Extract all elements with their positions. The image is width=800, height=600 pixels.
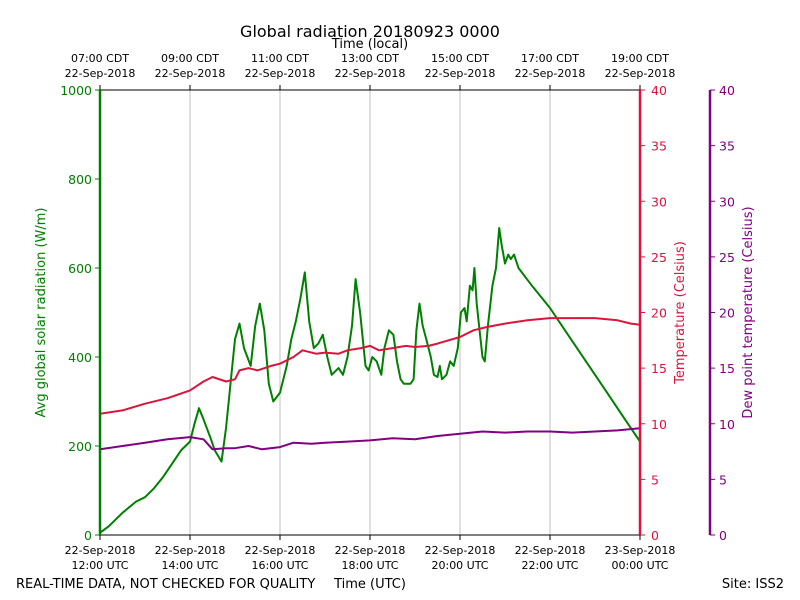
bottom-axis-label: Time (UTC) bbox=[333, 577, 406, 592]
temperature-tick-label: 20 bbox=[651, 306, 667, 321]
temperature-series-line bbox=[100, 317, 640, 415]
dewpoint-tick-label: 30 bbox=[719, 194, 735, 209]
bottom-tick-label: 23-Sep-2018 bbox=[605, 544, 676, 557]
top-tick-label: 22-Sep-2018 bbox=[605, 67, 676, 80]
bottom-tick-label: 16:00 UTC bbox=[251, 559, 308, 572]
footer-left: REAL-TIME DATA, NOT CHECKED FOR QUALITY bbox=[16, 577, 315, 592]
bottom-tick-label: 12:00 UTC bbox=[71, 559, 128, 572]
top-tick-label: 22-Sep-2018 bbox=[335, 67, 406, 80]
radiation-axis-label: Avg global solar radiation (W/m) bbox=[34, 208, 49, 418]
radiation-tick-label: 1000 bbox=[60, 83, 92, 98]
radiation-series-line bbox=[100, 227, 640, 534]
temperature-axis-label: Temperature (Celsius) bbox=[673, 241, 688, 385]
footer-right: Site: ISS2 bbox=[722, 577, 784, 592]
dewpoint-series-line bbox=[100, 427, 640, 451]
temperature-tick-label: 30 bbox=[651, 194, 667, 209]
temperature-tick-label: 15 bbox=[651, 361, 667, 376]
temperature-tick-label: 0 bbox=[651, 528, 659, 543]
radiation-tick-label: 800 bbox=[68, 172, 92, 187]
chart-title: Global radiation 20180923 0000 bbox=[240, 22, 500, 41]
dewpoint-tick-label: 35 bbox=[719, 139, 735, 154]
temperature-tick-label: 5 bbox=[651, 472, 659, 487]
bottom-tick-label: 18:00 UTC bbox=[341, 559, 398, 572]
radiation-tick-label: 200 bbox=[68, 439, 92, 454]
top-tick-label: 07:00 CDT bbox=[71, 52, 129, 65]
top-tick-label: 22-Sep-2018 bbox=[155, 67, 226, 80]
bottom-tick-label: 20:00 UTC bbox=[431, 559, 488, 572]
temperature-tick-label: 25 bbox=[651, 250, 667, 265]
top-tick-label: 17:00 CDT bbox=[521, 52, 579, 65]
dewpoint-tick-label: 25 bbox=[719, 250, 735, 265]
bottom-tick-label: 22-Sep-2018 bbox=[335, 544, 406, 557]
bottom-tick-label: 22-Sep-2018 bbox=[245, 544, 316, 557]
dewpoint-tick-label: 40 bbox=[719, 83, 735, 98]
series-group bbox=[100, 227, 640, 534]
top-tick-label: 13:00 CDT bbox=[341, 52, 399, 65]
bottom-tick-label: 00:00 UTC bbox=[611, 559, 668, 572]
top-axis-label: Time (local) bbox=[331, 37, 408, 52]
radiation-tick-label: 0 bbox=[84, 528, 92, 543]
bottom-tick-label: 14:00 UTC bbox=[161, 559, 218, 572]
dewpoint-tick-label: 5 bbox=[719, 472, 727, 487]
bottom-tick-label: 22-Sep-2018 bbox=[425, 544, 496, 557]
dewpoint-axis-label: Dew point temperature (Celsius) bbox=[741, 206, 756, 418]
bottom-tick-label: 22-Sep-2018 bbox=[515, 544, 586, 557]
bottom-tick-label: 22-Sep-2018 bbox=[65, 544, 136, 557]
radiation-tick-label: 600 bbox=[68, 261, 92, 276]
dewpoint-tick-label: 0 bbox=[719, 528, 727, 543]
top-tick-label: 19:00 CDT bbox=[611, 52, 669, 65]
temperature-tick-label: 10 bbox=[651, 417, 667, 432]
bottom-tick-label: 22-Sep-2018 bbox=[155, 544, 226, 557]
bottom-tick-label: 22:00 UTC bbox=[521, 559, 578, 572]
dewpoint-tick-label: 10 bbox=[719, 417, 735, 432]
temperature-tick-label: 35 bbox=[651, 139, 667, 154]
top-tick-label: 22-Sep-2018 bbox=[515, 67, 586, 80]
dewpoint-tick-label: 15 bbox=[719, 361, 735, 376]
dewpoint-tick-label: 20 bbox=[719, 306, 735, 321]
top-tick-label: 11:00 CDT bbox=[251, 52, 309, 65]
top-tick-label: 22-Sep-2018 bbox=[65, 67, 136, 80]
radiation-tick-label: 400 bbox=[68, 350, 92, 365]
top-tick-label: 22-Sep-2018 bbox=[425, 67, 496, 80]
top-tick-label: 15:00 CDT bbox=[431, 52, 489, 65]
top-tick-label: 09:00 CDT bbox=[161, 52, 219, 65]
temperature-tick-label: 40 bbox=[651, 83, 667, 98]
top-tick-label: 22-Sep-2018 bbox=[245, 67, 316, 80]
